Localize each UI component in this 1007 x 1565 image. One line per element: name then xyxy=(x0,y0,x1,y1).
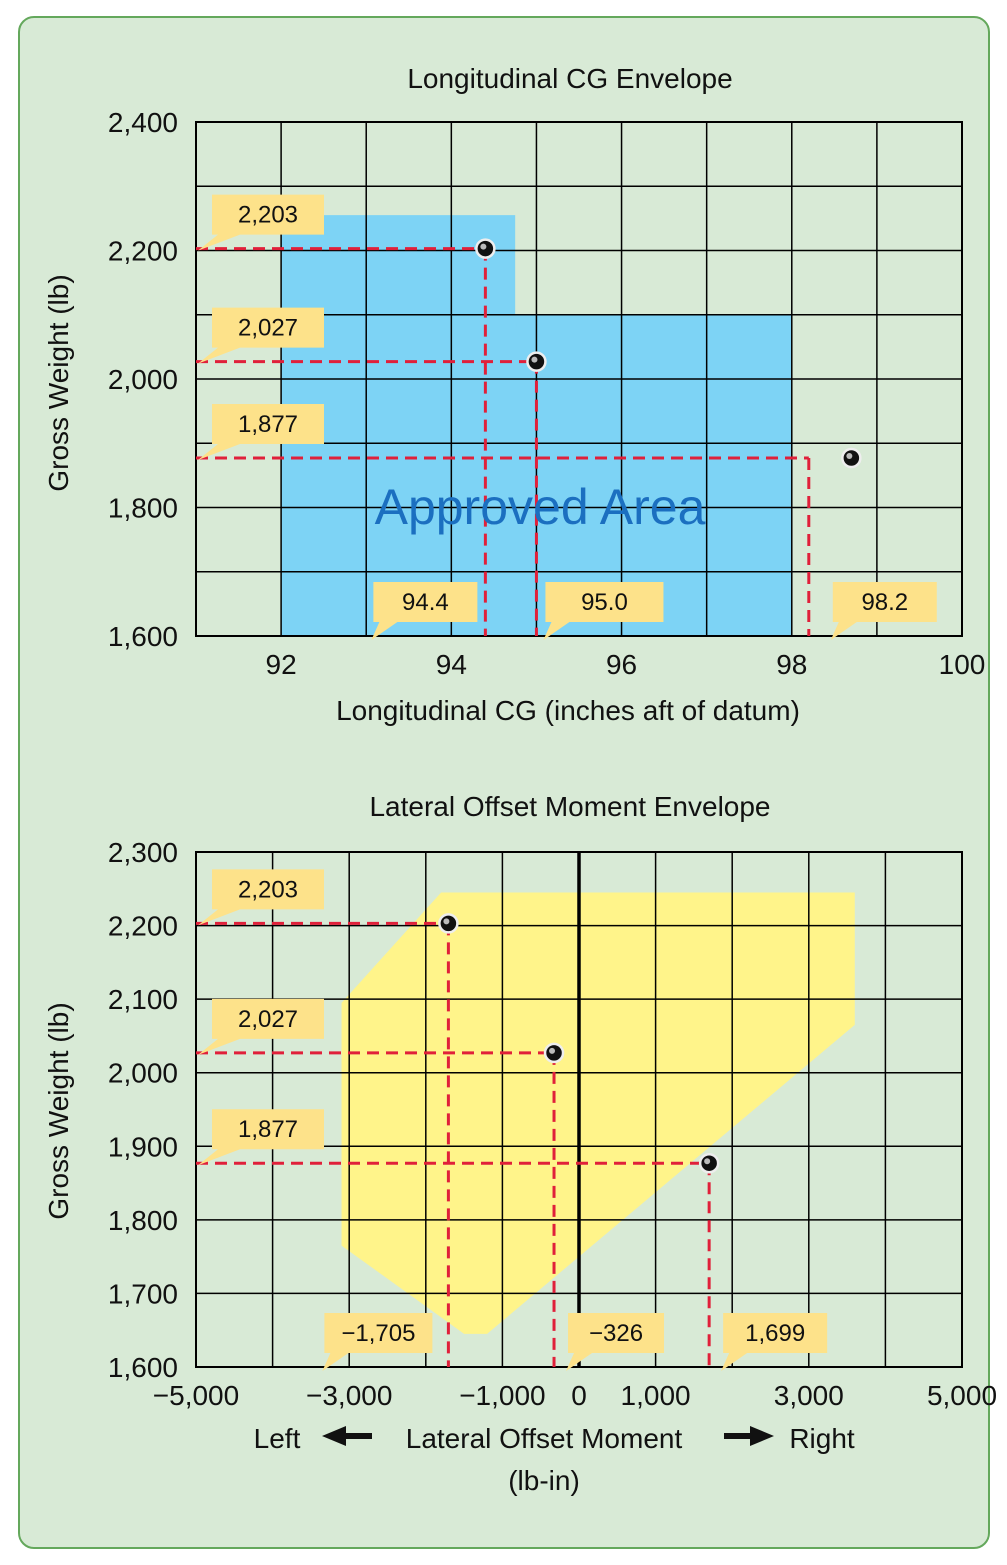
c2-envelope-area xyxy=(341,892,855,1334)
c2-ytick-label: 2,000 xyxy=(108,1058,178,1089)
c1-weight-callout: 2,203 xyxy=(198,194,324,251)
c2-cg-callout: −1,705 xyxy=(322,1313,433,1371)
chart2-xlabel-units: (lb-in) xyxy=(508,1465,580,1496)
c2-ytick-label: 2,200 xyxy=(108,911,178,942)
c2-cg-callout: −326 xyxy=(566,1313,665,1371)
chart1-xlabel: Longitudinal CG (inches aft of datum) xyxy=(336,695,800,726)
c2-weight-callout: 1,877 xyxy=(198,1109,324,1166)
c1-xtick-label: 98 xyxy=(776,649,807,680)
c2-cg-callout: 1,699 xyxy=(721,1313,828,1371)
c1-cg-callout-text: 94.4 xyxy=(402,589,449,616)
c1-xtick-label: 94 xyxy=(436,649,467,680)
c1-cg-callout-text: 95.0 xyxy=(581,589,628,616)
c1-ytick-label: 1,600 xyxy=(108,621,178,652)
c2-cg-callout-box xyxy=(566,1313,665,1371)
c2-cg-callout-box xyxy=(721,1313,828,1371)
chart2-title: Lateral Offset Moment Envelope xyxy=(369,791,770,822)
c2-weight-callout-box xyxy=(198,998,324,1055)
chart2-xlabel-left: Left xyxy=(254,1423,301,1454)
c2-xtick-label: 0 xyxy=(571,1380,587,1411)
c2-weight-callout-text: 2,027 xyxy=(238,1006,298,1033)
c1-cg-callout: 95.0 xyxy=(543,582,664,640)
c2-ytick-label: 1,700 xyxy=(108,1278,178,1309)
c1-xtick-label: 100 xyxy=(939,649,986,680)
c2-weight-callout-text: 2,203 xyxy=(238,876,298,903)
c1-cg-callout-box xyxy=(371,582,478,640)
c2-cg-callout-text: −326 xyxy=(589,1320,643,1347)
c1-cg-callout: 98.2 xyxy=(830,582,937,640)
c2-cg-callout-text: −1,705 xyxy=(341,1320,415,1347)
c1-cg-callout-box xyxy=(830,582,937,640)
c2-ytick-label: 1,800 xyxy=(108,1205,178,1236)
c1-data-point-highlight xyxy=(480,243,487,250)
c2-weight-callout-box xyxy=(198,869,324,926)
c1-weight-callout-box xyxy=(198,194,324,251)
chart2-ylabel: Gross Weight (lb) xyxy=(43,1002,74,1219)
c2-weight-callout: 2,203 xyxy=(198,869,324,926)
c1-ytick-label: 2,200 xyxy=(108,236,178,267)
c2-weight-callout-text: 1,877 xyxy=(238,1116,298,1143)
c2-weight-callout: 2,027 xyxy=(198,998,324,1055)
c1-cg-callout-text: 98.2 xyxy=(861,589,908,616)
c1-cg-callout: 94.4 xyxy=(371,582,478,640)
c1-weight-callout: 2,027 xyxy=(198,307,324,364)
c2-data-point-highlight xyxy=(704,1158,711,1165)
c2-data-point-highlight xyxy=(443,918,450,925)
c2-ytick-label: 2,100 xyxy=(108,984,178,1015)
c1-weight-callout-box xyxy=(198,307,324,364)
c2-xtick-label: 1,000 xyxy=(621,1380,691,1411)
chart2-xlabel: Lateral Offset Moment xyxy=(406,1423,683,1454)
c1-weight-callout: 1,877 xyxy=(198,404,324,461)
chart1-title: Longitudinal CG Envelope xyxy=(407,63,732,94)
c2-ytick-label: 1,900 xyxy=(108,1131,178,1162)
c1-weight-callout-text: 1,877 xyxy=(238,411,298,438)
c1-ytick-label: 1,800 xyxy=(108,493,178,524)
c1-cg-callout-box xyxy=(543,582,664,640)
c1-data-point-highlight xyxy=(531,356,538,363)
c2-cg-callout-box xyxy=(322,1313,433,1371)
c1-data-point-highlight xyxy=(846,453,853,460)
c2-xtick-label: 5,000 xyxy=(927,1380,997,1411)
c2-xtick-label: −3,000 xyxy=(306,1380,392,1411)
lateral-chart: Lateral Offset Moment Envelope 1,600 1,70… xyxy=(43,791,997,1496)
c1-xtick-label: 92 xyxy=(266,649,297,680)
left-arrow-icon xyxy=(322,1426,372,1446)
chart1-ylabel: Gross Weight (lb) xyxy=(43,274,74,491)
c2-ytick-label: 2,300 xyxy=(108,837,178,868)
longitudinal-chart: Longitudinal CG Envelope 1,600 1,800 2,000… xyxy=(43,63,985,726)
approved-area-label: Approved Area xyxy=(375,479,706,535)
c1-weight-callout-text: 2,203 xyxy=(238,202,298,229)
c2-xtick-label: 3,000 xyxy=(774,1380,844,1411)
c1-ytick-label: 2,400 xyxy=(108,107,178,138)
c2-weight-callout-box xyxy=(198,1109,324,1166)
c2-data-point-highlight xyxy=(549,1047,556,1054)
c1-weight-callout-box xyxy=(198,404,324,461)
c1-xtick-label: 96 xyxy=(606,649,637,680)
c2-cg-callout-text: 1,699 xyxy=(745,1320,805,1347)
c1-weight-callout-text: 2,027 xyxy=(238,315,298,342)
c2-xtick-label: −5,000 xyxy=(153,1380,239,1411)
c2-ytick-label: 1,600 xyxy=(108,1352,178,1383)
c2-xtick-label: −1,000 xyxy=(459,1380,545,1411)
c1-ytick-label: 2,000 xyxy=(108,364,178,395)
chart2-xlabel-right: Right xyxy=(789,1423,855,1454)
right-arrow-icon xyxy=(724,1426,774,1446)
